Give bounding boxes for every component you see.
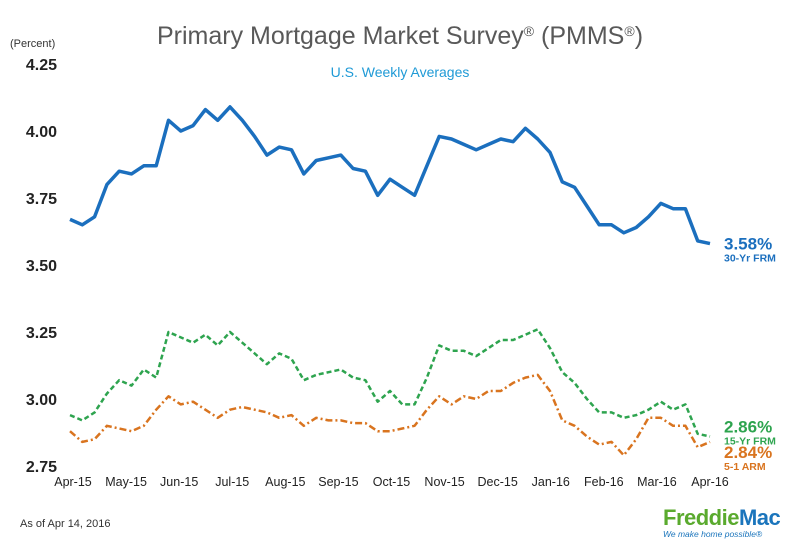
y-axis-label: (Percent)	[10, 38, 56, 50]
y-tick-label: 3.50	[26, 258, 57, 275]
y-tick-label: 3.00	[26, 392, 57, 409]
series-name-label: 30-Yr FRM	[724, 253, 776, 265]
x-tick-label: Sep-15	[318, 475, 358, 489]
x-tick-label: May-15	[105, 475, 147, 489]
series-name-label: 15-Yr FRM	[724, 436, 776, 448]
end-value-label: 2.84%	[724, 443, 772, 462]
series-lines	[69, 105, 711, 457]
logo-text-mac: Mac	[738, 505, 781, 530]
x-tick-label: Dec-15	[478, 475, 518, 489]
series-line-30-yr-frm	[69, 105, 711, 246]
x-tick-label: Jun-15	[160, 475, 198, 489]
y-tick-label: 4.25	[26, 57, 57, 74]
logo-tagline: We make home possible®	[663, 529, 763, 539]
x-tick-label: Aug-15	[265, 475, 305, 489]
as-of-date: As of Apr 14, 2016	[20, 518, 111, 530]
chart-title: Primary Mortgage Market Survey® (PMMS®)	[156, 22, 644, 50]
y-tick-label: 4.00	[26, 124, 57, 141]
logo-text-freddie: Freddie	[663, 505, 739, 530]
x-tick-label: Jul-15	[215, 475, 249, 489]
freddie-mac-logo: FreddieMac We make home possible®	[663, 505, 793, 539]
x-tick-label: Apr-15	[54, 475, 92, 489]
end-value-label: 2.86%	[724, 418, 772, 437]
x-tick-label: Mar-16	[637, 475, 677, 489]
y-tick-label: 2.75	[26, 459, 57, 476]
end-value-label: 3.58%	[724, 235, 772, 254]
series-line-15-yr-frm	[69, 328, 711, 438]
y-tick-label: 3.75	[26, 191, 57, 208]
x-tick-label: Oct-15	[373, 475, 411, 489]
y-tick-label: 3.25	[26, 325, 57, 342]
x-tick-label: Nov-15	[424, 475, 464, 489]
x-tick-label: Feb-16	[584, 475, 624, 489]
series-line-5-1-arm	[69, 373, 711, 457]
x-tick-label: Jan-16	[532, 475, 570, 489]
series-name-label: 5-1 ARM	[724, 461, 766, 473]
chart-subtitle: U.S. Weekly Averages	[330, 64, 470, 80]
x-tick-label: Apr-16	[691, 475, 729, 489]
y-axis: 4.25 4.00 3.75 3.50 3.25 3.00 2.75	[26, 57, 57, 476]
x-axis: Apr-15 May-15 Jun-15 Jul-15 Aug-15 Sep-15 Oct-…	[54, 475, 729, 489]
